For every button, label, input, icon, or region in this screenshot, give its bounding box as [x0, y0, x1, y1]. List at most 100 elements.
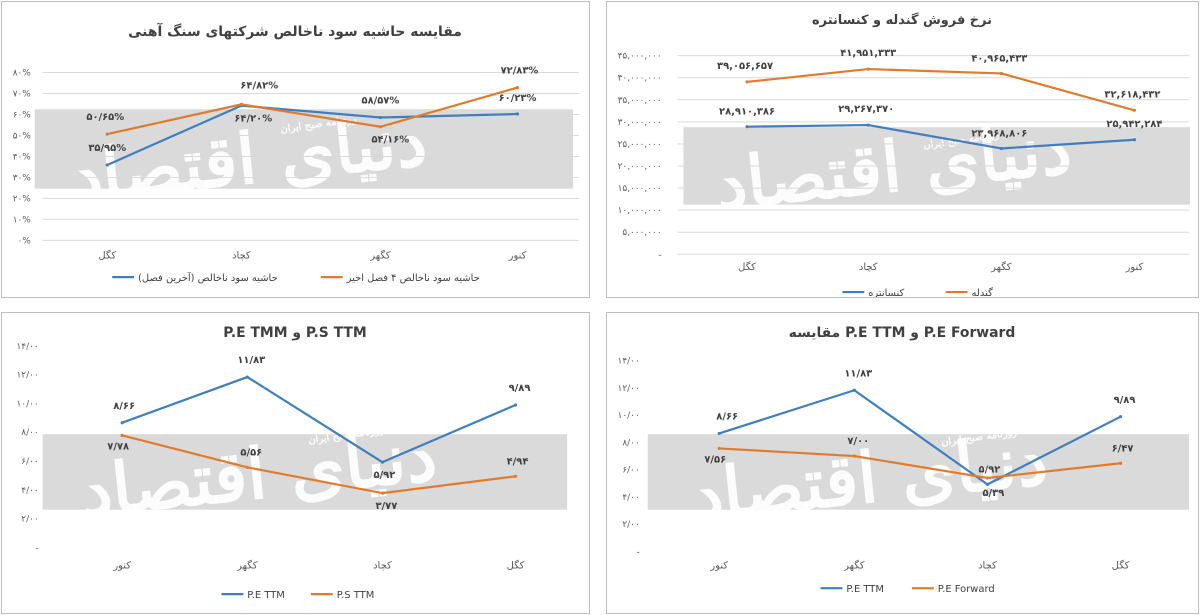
y-tick-label: ۱۵,۰۰۰,۰۰۰	[618, 184, 662, 194]
data-label: ۷/۷۸	[107, 441, 129, 452]
data-point-blue	[380, 460, 385, 464]
data-label: ۵/۹۲	[374, 470, 396, 481]
x-tick-label: کگل	[507, 559, 525, 571]
chart-title: مقایسه P.E TTM و P.E Forward	[789, 325, 1016, 341]
legend-label: حاشیه سود ناخالص ۴ فصل اخیر	[346, 273, 480, 284]
data-point-blue	[866, 123, 870, 127]
y-tick-label: ۵,۰۰۰,۰۰۰	[622, 228, 661, 238]
data-label: ۷/۰۰	[847, 436, 869, 447]
x-tick-label: کگهر	[369, 249, 391, 261]
data-point-blue	[745, 125, 749, 129]
data-point-orange	[866, 67, 870, 71]
y-tick-label: ۱۴/۰۰	[618, 357, 640, 367]
data-label: ۶۴/۸۲%	[240, 80, 278, 91]
y-tick-label: ۲/۰۰	[622, 520, 639, 530]
y-tick-label: ۸/۰۰	[622, 438, 639, 448]
data-point-orange	[985, 476, 990, 480]
data-label: ۱۱/۸۳	[237, 355, 265, 366]
data-label: ۲۵,۹۴۲,۲۸۴	[1106, 119, 1162, 130]
x-tick-label: کگهر	[990, 261, 1012, 273]
data-point-orange	[513, 474, 518, 478]
series-line-blue	[106, 104, 518, 166]
chart-title: P.E TMM و P.S TTM	[223, 325, 367, 341]
data-point-orange	[380, 491, 385, 495]
y-tick-label: ۱۲/۰۰	[618, 384, 640, 394]
data-label: ۳/۷۷	[375, 501, 397, 512]
data-label: ۷۲/۸۳%	[501, 66, 539, 77]
y-tick-label: ۲/۰۰	[21, 515, 38, 525]
x-tick-label: کچاد	[232, 250, 251, 261]
y-tick-label: ۶۰%	[13, 110, 31, 120]
data-point-blue	[245, 375, 249, 379]
series-line-orange	[107, 86, 518, 136]
y-tick-label: ۴۰,۰۰۰,۰۰۰	[618, 74, 662, 84]
data-point-orange	[378, 125, 383, 129]
data-label: ۹/۸۹	[1114, 395, 1136, 406]
watermark-band	[647, 434, 1190, 510]
y-tick-label: ۴۵,۰۰۰,۰۰۰	[618, 52, 662, 62]
data-point-orange	[1118, 461, 1123, 465]
data-point-orange	[852, 454, 856, 458]
data-point-orange	[745, 80, 749, 84]
y-tick-label: ۰%	[18, 236, 31, 246]
legend-label: گندله	[972, 287, 994, 297]
x-tick-label: کگل	[738, 261, 756, 273]
x-tick-label: کنور	[709, 560, 728, 571]
x-tick-label: کنور	[112, 560, 131, 571]
chart-title: مقایسه حاشیه سود ناخالص شرکتهای سنگ آهنی	[128, 23, 462, 40]
data-label: ۲۳,۹۶۸,۸۰۶	[971, 129, 1027, 140]
data-label: ۵/۹۲	[979, 464, 1001, 475]
y-tick-label: ۳۰%	[13, 173, 31, 183]
y-tick-label: ۱۰,۰۰۰,۰۰۰	[618, 206, 662, 216]
y-tick-label: ۶/۰۰	[21, 457, 38, 467]
legend-label: P.E TTM	[846, 584, 884, 595]
y-tick-label: ۱۰/۰۰	[17, 399, 39, 409]
data-point-blue	[852, 388, 856, 392]
data-label: ۵۸/۵۷%	[362, 96, 400, 107]
data-label: ۳۵/۹۵%	[88, 143, 126, 154]
data-label: ۶/۴۷	[1112, 443, 1134, 454]
y-tick-label: ۴/۰۰	[622, 493, 639, 503]
data-label: ۲۸,۹۱۰,۳۸۶	[719, 107, 775, 118]
legend-label: P.S TTM	[337, 590, 375, 601]
data-point-blue	[515, 112, 520, 116]
data-label: ۲۹,۲۶۷,۳۷۰	[838, 104, 894, 115]
data-label: ۵/۳۹	[982, 488, 1004, 499]
x-tick-label: کچاد	[978, 560, 997, 571]
data-label: ۵۰/۶۵%	[86, 112, 124, 123]
watermark-band	[42, 434, 568, 510]
data-label: ۴/۹۴	[507, 456, 529, 467]
y-tick-label: ۱۲/۰۰	[17, 371, 39, 381]
y-tick-label: ۲۰,۰۰۰,۰۰۰	[618, 162, 662, 172]
y-tick-label: ۴/۰۰	[21, 486, 38, 496]
series-line-orange	[746, 68, 1135, 112]
data-point-blue	[513, 403, 518, 407]
y-tick-label: -	[658, 250, 661, 260]
series-line-orange	[121, 434, 516, 495]
data-label: ۸/۶۶	[113, 401, 135, 412]
series-line-blue	[747, 123, 1135, 150]
data-label: ۱۱/۸۳	[844, 368, 872, 379]
data-label: ۷/۵۶	[704, 454, 726, 465]
series-line-blue	[718, 389, 1122, 486]
y-tick-label: ۲۵,۰۰۰,۰۰۰	[618, 140, 662, 150]
x-tick-label: کگل	[1112, 559, 1130, 571]
data-label: ۵۴/۱۶%	[371, 135, 409, 146]
watermark-band	[34, 109, 574, 189]
y-tick-label: ۱۰%	[13, 215, 31, 225]
data-point-orange	[239, 102, 243, 106]
data-label: ۵/۵۶	[240, 447, 262, 458]
chart-panel-pe-ps: دنیای اقتصاد روزنامه صبح ایران P.E TMM و P…	[1, 312, 590, 614]
legend-label: P.E TTM	[247, 590, 285, 601]
data-point-blue	[1118, 415, 1123, 419]
x-tick-label: کگهر	[843, 559, 865, 571]
chart-panel-sales-rate: دنیای اقتصاد روزنامه صبح ایران نرخ فروش گن…	[606, 1, 1199, 298]
data-point-orange	[120, 433, 124, 437]
data-label: ۴۰,۹۶۵,۴۳۳	[971, 54, 1027, 65]
data-point-blue	[1132, 138, 1137, 142]
data-point-blue	[378, 115, 383, 120]
chart-panel-gross-margin: دنیای اقتصاد روزنامه صبح ایران مقایسه حاشی…	[1, 1, 590, 298]
y-tick-label: ۳۵,۰۰۰,۰۰۰	[618, 96, 662, 106]
